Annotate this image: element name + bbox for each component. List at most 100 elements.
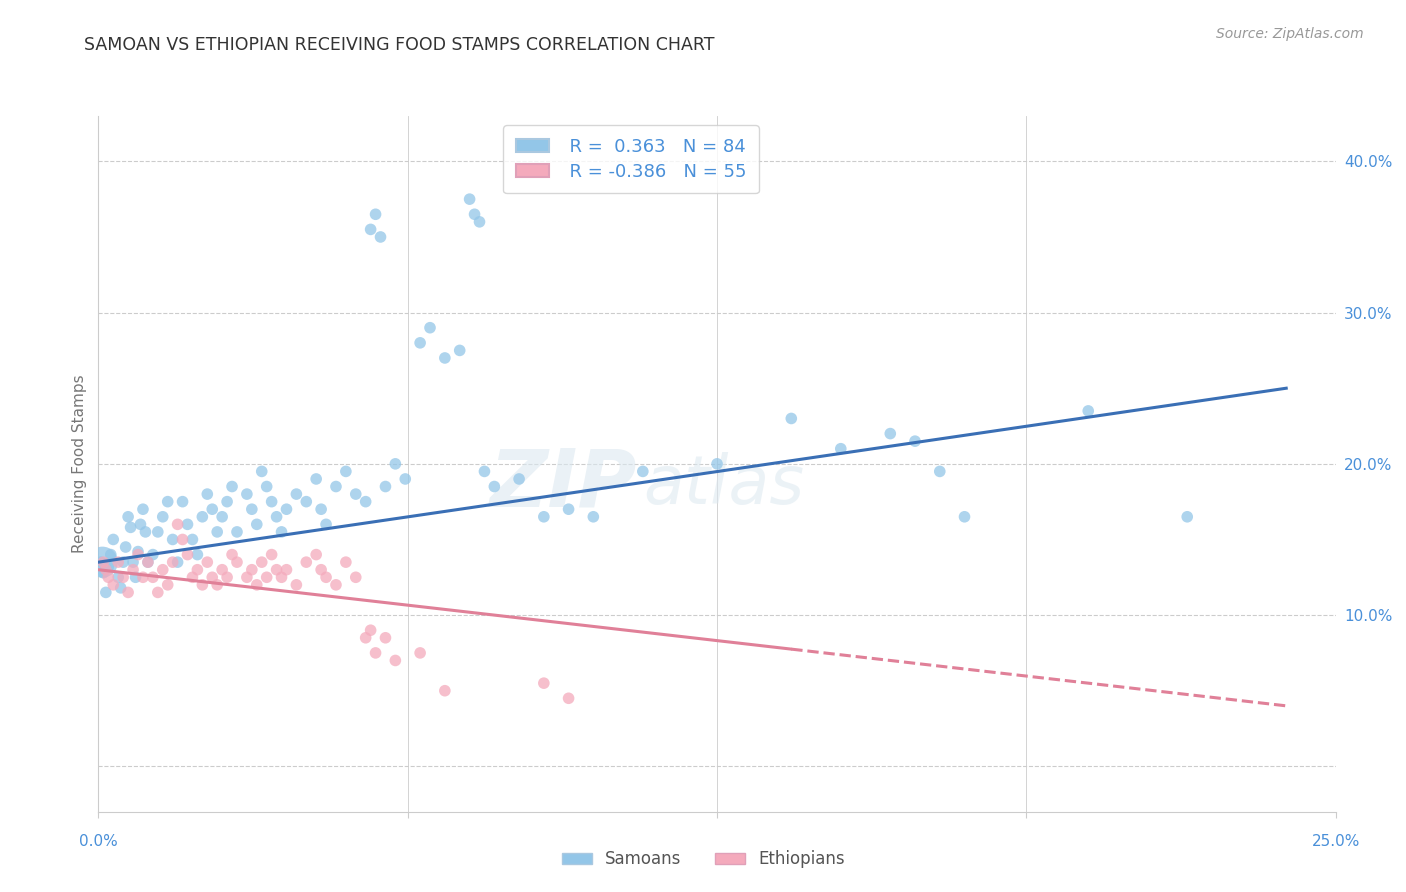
Point bbox=[364, 646, 387, 660]
Point bbox=[201, 570, 224, 584]
Point bbox=[246, 578, 269, 592]
Point bbox=[103, 578, 125, 592]
Point bbox=[879, 426, 901, 441]
Point bbox=[211, 509, 233, 524]
Point bbox=[107, 570, 129, 584]
Point bbox=[250, 555, 273, 569]
Text: ZIP: ZIP bbox=[489, 446, 637, 524]
Point bbox=[201, 502, 224, 516]
Point bbox=[186, 548, 208, 562]
Point bbox=[94, 563, 117, 577]
Point bbox=[830, 442, 852, 456]
Point bbox=[93, 566, 115, 580]
Point bbox=[240, 563, 263, 577]
Point bbox=[191, 578, 214, 592]
Point bbox=[142, 548, 165, 562]
Point bbox=[780, 411, 803, 425]
Point bbox=[335, 555, 357, 569]
Point bbox=[309, 563, 332, 577]
Point bbox=[236, 487, 259, 501]
Point bbox=[122, 563, 145, 577]
Point bbox=[557, 502, 579, 516]
Point bbox=[136, 555, 159, 569]
Point bbox=[166, 555, 188, 569]
Point bbox=[221, 548, 243, 562]
Point bbox=[364, 207, 387, 221]
Point bbox=[127, 544, 149, 558]
Point bbox=[354, 494, 377, 508]
Point bbox=[246, 517, 269, 532]
Point bbox=[508, 472, 530, 486]
Point bbox=[103, 533, 125, 547]
Point bbox=[305, 548, 328, 562]
Point bbox=[409, 646, 432, 660]
Point bbox=[270, 570, 292, 584]
Point bbox=[260, 494, 283, 508]
Point bbox=[240, 502, 263, 516]
Point bbox=[176, 548, 198, 562]
Point bbox=[631, 464, 654, 478]
Point bbox=[285, 487, 308, 501]
Point bbox=[484, 479, 506, 493]
Point bbox=[315, 517, 337, 532]
Point bbox=[112, 570, 135, 584]
Legend:   R =  0.363   N = 84,   R = -0.386   N = 55: R = 0.363 N = 84, R = -0.386 N = 55 bbox=[503, 125, 759, 194]
Point bbox=[433, 683, 456, 698]
Point bbox=[142, 570, 165, 584]
Point bbox=[195, 555, 218, 569]
Point bbox=[236, 570, 259, 584]
Point bbox=[100, 548, 122, 562]
Point bbox=[97, 570, 120, 584]
Point bbox=[181, 533, 204, 547]
Point bbox=[344, 487, 367, 501]
Point bbox=[325, 578, 347, 592]
Point bbox=[172, 533, 194, 547]
Point bbox=[122, 555, 145, 569]
Point bbox=[124, 570, 146, 584]
Point bbox=[162, 555, 184, 569]
Point bbox=[256, 479, 278, 493]
Point bbox=[205, 524, 228, 539]
Text: 0.0%: 0.0% bbox=[79, 834, 118, 849]
Point bbox=[360, 624, 382, 638]
Point bbox=[706, 457, 728, 471]
Point bbox=[953, 509, 976, 524]
Point bbox=[582, 509, 605, 524]
Point bbox=[474, 464, 496, 478]
Point bbox=[533, 676, 555, 690]
Point bbox=[419, 320, 441, 334]
Point bbox=[458, 192, 481, 206]
Point bbox=[117, 509, 139, 524]
Point bbox=[129, 517, 152, 532]
Point bbox=[226, 555, 249, 569]
Point bbox=[250, 464, 273, 478]
Point bbox=[146, 585, 169, 599]
Point bbox=[156, 578, 179, 592]
Point bbox=[166, 517, 188, 532]
Point bbox=[186, 563, 208, 577]
Point bbox=[370, 230, 392, 244]
Point bbox=[152, 509, 174, 524]
Point bbox=[295, 555, 318, 569]
Point bbox=[464, 207, 486, 221]
Point bbox=[256, 570, 278, 584]
Point bbox=[374, 631, 396, 645]
Point bbox=[295, 494, 318, 508]
Point bbox=[205, 578, 228, 592]
Point bbox=[1077, 404, 1099, 418]
Point bbox=[217, 570, 239, 584]
Point bbox=[146, 524, 169, 539]
Point bbox=[309, 502, 332, 516]
Point bbox=[266, 509, 288, 524]
Point bbox=[533, 509, 555, 524]
Point bbox=[132, 502, 155, 516]
Text: Source: ZipAtlas.com: Source: ZipAtlas.com bbox=[1216, 27, 1364, 41]
Point bbox=[94, 585, 117, 599]
Point bbox=[557, 691, 579, 706]
Point bbox=[156, 494, 179, 508]
Point bbox=[191, 509, 214, 524]
Point bbox=[176, 517, 198, 532]
Point bbox=[107, 555, 129, 569]
Point bbox=[211, 563, 233, 577]
Point bbox=[409, 335, 432, 350]
